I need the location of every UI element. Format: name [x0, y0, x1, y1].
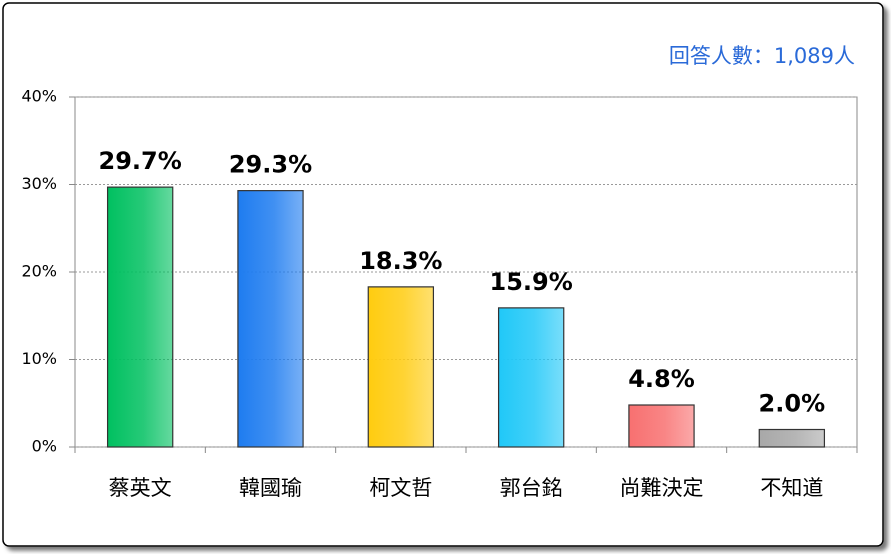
y-tick-label: 30%: [21, 174, 57, 193]
bar: [237, 190, 304, 448]
x-tick-label: 尚難決定: [620, 476, 704, 500]
bar: [106, 186, 174, 448]
x-tick-label: 郭台銘: [500, 476, 563, 500]
x-tick-label: 柯文哲: [369, 476, 432, 500]
bar: [497, 307, 565, 448]
x-tick-label: 不知道: [760, 476, 823, 500]
y-tick-label: 10%: [21, 349, 57, 368]
bar: [628, 404, 695, 448]
value-label: 29.7%: [99, 147, 182, 175]
y-tick-label: 0%: [32, 437, 57, 456]
y-tick-label: 20%: [21, 262, 57, 281]
value-label: 18.3%: [359, 247, 442, 275]
annotation: 回答人數：1,089人: [669, 44, 855, 68]
value-label: 15.9%: [490, 268, 573, 296]
bar: [367, 286, 435, 448]
bar: [758, 428, 826, 448]
value-label: 4.8%: [628, 365, 695, 393]
y-tick-label: 40%: [21, 87, 57, 106]
value-label: 2.0%: [759, 390, 826, 418]
value-label: 29.3%: [229, 151, 312, 179]
x-tick-label: 韓國瑜: [239, 476, 302, 500]
x-tick-label: 蔡英文: [109, 476, 172, 500]
